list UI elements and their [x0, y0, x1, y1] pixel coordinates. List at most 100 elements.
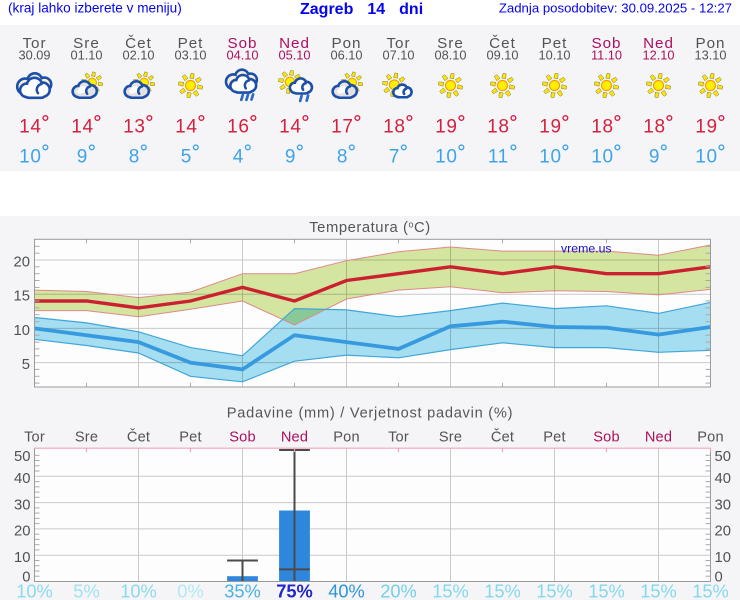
svg-text:19: 19 [695, 116, 718, 137]
svg-text:04.10: 04.10 [226, 48, 258, 63]
svg-text:18: 18 [487, 116, 510, 137]
svg-text:17: 17 [331, 116, 354, 137]
svg-text:Sob: Sob [593, 430, 620, 446]
svg-text:10: 10 [695, 146, 718, 167]
svg-text:Sre: Sre [439, 430, 462, 446]
svg-text:16: 16 [227, 116, 250, 137]
svg-text:9: 9 [77, 146, 88, 167]
svg-text:20: 20 [715, 524, 731, 540]
svg-text:20: 20 [14, 254, 30, 270]
svg-text:Sob: Sob [229, 430, 256, 446]
svg-text:75%: 75% [276, 581, 313, 600]
svg-text:Čet: Čet [491, 429, 514, 446]
svg-text:15%: 15% [432, 581, 469, 600]
svg-text:50: 50 [715, 449, 731, 465]
svg-text:Tor: Tor [388, 430, 409, 446]
svg-text:9: 9 [285, 146, 296, 167]
svg-text:15%: 15% [484, 581, 521, 600]
svg-text:13.10: 13.10 [694, 48, 726, 63]
svg-text:Tor: Tor [386, 35, 410, 52]
svg-text:0%: 0% [177, 581, 203, 600]
svg-text:40%: 40% [328, 581, 365, 600]
svg-text:5: 5 [22, 357, 30, 373]
svg-text:30.09: 30.09 [18, 48, 50, 63]
svg-text:11: 11 [488, 146, 509, 167]
svg-text:07.10: 07.10 [382, 48, 414, 63]
svg-text:09.10: 09.10 [486, 48, 518, 63]
svg-text:12.10: 12.10 [642, 48, 674, 63]
svg-text:20: 20 [14, 524, 30, 540]
svg-text:Pet: Pet [542, 35, 568, 52]
svg-text:50: 50 [14, 449, 30, 465]
svg-text:14: 14 [175, 116, 198, 137]
svg-text:10: 10 [19, 146, 42, 167]
svg-text:02.10: 02.10 [122, 48, 154, 63]
svg-text:13: 13 [123, 116, 146, 137]
svg-text:15%: 15% [640, 581, 677, 600]
svg-text:Čet: Čet [125, 35, 152, 52]
svg-text:8: 8 [337, 146, 348, 167]
svg-text:15: 15 [14, 289, 30, 305]
svg-text:10: 10 [715, 550, 731, 566]
svg-text:14: 14 [71, 116, 94, 137]
svg-text:4: 4 [233, 146, 244, 167]
svg-text:Čet: Čet [127, 429, 150, 446]
svg-text:8: 8 [129, 146, 140, 167]
svg-text:Sob: Sob [591, 35, 621, 52]
svg-text:14: 14 [279, 116, 302, 137]
svg-text:Ned: Ned [279, 35, 310, 52]
svg-text:7: 7 [389, 146, 400, 167]
svg-text:Pon: Pon [695, 35, 725, 52]
svg-text:Pon: Pon [331, 35, 361, 52]
svg-text:Sre: Sre [437, 35, 464, 52]
svg-text:Padavine (mm) / Verjetnost pad: Padavine (mm) / Verjetnost padavin (%) [227, 406, 513, 422]
svg-text:Sob: Sob [227, 35, 257, 52]
svg-text:10: 10 [14, 323, 30, 339]
svg-text:Tor: Tor [24, 430, 45, 446]
svg-text:03.10: 03.10 [174, 48, 206, 63]
svg-text:19: 19 [435, 116, 458, 137]
svg-text:5: 5 [181, 146, 192, 167]
svg-text:06.10: 06.10 [330, 48, 362, 63]
svg-text:10%: 10% [120, 581, 157, 600]
svg-text:35%: 35% [224, 581, 261, 600]
svg-text:05.10: 05.10 [278, 48, 310, 63]
svg-text:0: 0 [715, 569, 723, 585]
svg-text:5%: 5% [73, 581, 99, 600]
svg-text:Ned: Ned [645, 430, 672, 446]
svg-text:Temperatura (oC): Temperatura (oC) [309, 219, 431, 236]
svg-text:Pet: Pet [543, 430, 566, 446]
svg-text:11.10: 11.10 [591, 48, 622, 63]
svg-text:10%: 10% [16, 581, 53, 600]
svg-text:Sre: Sre [75, 430, 98, 446]
svg-text:15%: 15% [536, 581, 573, 600]
svg-text:14: 14 [19, 116, 42, 137]
svg-text:10: 10 [435, 146, 458, 167]
svg-text:18: 18 [383, 116, 406, 137]
svg-text:Pon: Pon [697, 430, 724, 446]
svg-text:15%: 15% [692, 581, 729, 600]
svg-text:Zadnja posodobitev: 30.09.2025: Zadnja posodobitev: 30.09.2025 - 12:27 [499, 1, 732, 16]
svg-text:Tor: Tor [22, 35, 46, 52]
svg-text:15%: 15% [588, 581, 625, 600]
svg-text:30: 30 [14, 497, 30, 513]
svg-text:08.10: 08.10 [434, 48, 466, 63]
svg-text:19: 19 [539, 116, 562, 137]
svg-text:(kraj lahko izberete v meniju): (kraj lahko izberete v meniju) [8, 0, 182, 15]
svg-text:10: 10 [591, 146, 614, 167]
svg-text:10: 10 [539, 146, 562, 167]
svg-text:01.10: 01.10 [70, 48, 102, 63]
svg-text:40: 40 [715, 471, 731, 487]
svg-text:40: 40 [14, 471, 30, 487]
svg-text:10: 10 [14, 550, 30, 566]
svg-text:Pet: Pet [178, 35, 204, 52]
svg-text:Ned: Ned [643, 35, 674, 52]
svg-text:Sre: Sre [73, 35, 100, 52]
svg-text:30: 30 [715, 497, 731, 513]
svg-text:9: 9 [649, 146, 660, 167]
svg-text:vreme.us: vreme.us [561, 242, 612, 256]
svg-text:Ned: Ned [281, 430, 308, 446]
svg-text:20%: 20% [380, 581, 417, 600]
svg-text:18: 18 [591, 116, 614, 137]
svg-text:Pon: Pon [333, 430, 360, 446]
